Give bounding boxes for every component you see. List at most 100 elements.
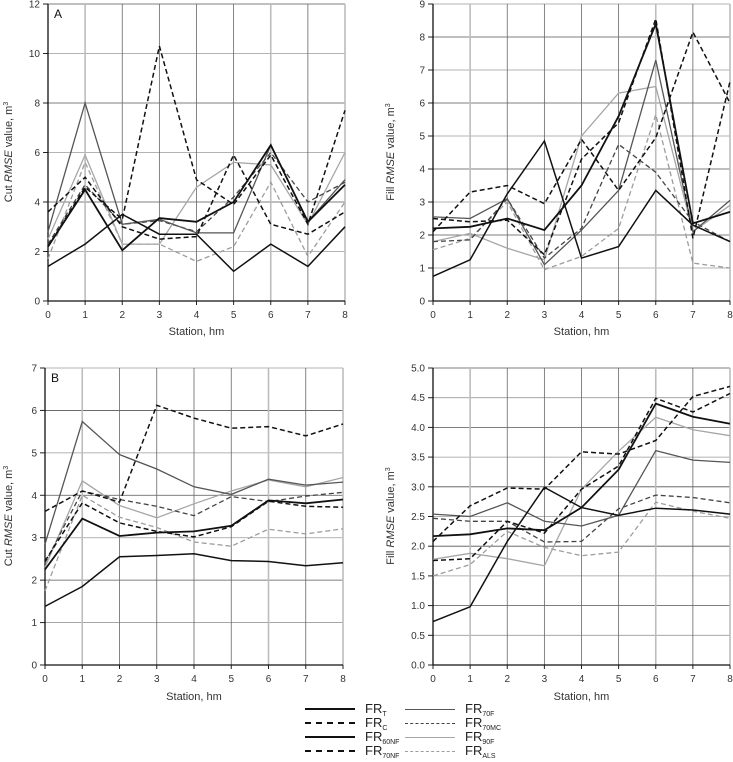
series-line-fr-90f [47, 152, 346, 245]
y-tick-label: 4 [31, 491, 37, 502]
y-tick-label: 0 [419, 297, 425, 308]
x-tick-label: 6 [653, 674, 659, 685]
legend-item-fr-60nf: FR60NF [305, 728, 400, 746]
y-tick-label: 0 [34, 297, 40, 308]
x-tick-label: 3 [157, 310, 163, 321]
x-tick-label: 6 [653, 310, 659, 321]
legend-label-fr-70mc: FR70MC [465, 714, 502, 732]
x-tick-label: 2 [117, 674, 123, 685]
x-tick-label: 1 [82, 310, 88, 321]
x-tick-label: 1 [467, 674, 473, 685]
x-tick-label: 8 [727, 674, 733, 685]
x-axis-label: Station, hm [554, 326, 610, 338]
series-line-fr-c [47, 153, 346, 240]
series-line-fr-als [47, 160, 346, 263]
legend-swatch-fr-t [305, 708, 355, 710]
legend-label-fr-t: FRT [365, 700, 387, 718]
x-tick-label: 5 [231, 310, 237, 321]
y-tick-label: 6 [31, 406, 37, 417]
series-line-fr-als [44, 494, 344, 592]
x-tick-label: 3 [542, 310, 548, 321]
y-tick-label: 6 [419, 99, 425, 110]
series-line-fr-90f [44, 476, 344, 568]
legend-item-fr-t: FRT [305, 700, 387, 718]
y-axis-label: Cut RMSE value, m3 [3, 466, 15, 567]
x-tick-label: 0 [430, 674, 436, 685]
legend-swatch-fr-60nf [305, 736, 355, 738]
y-tick-label: 9 [419, 0, 425, 11]
x-tick-label: 5 [616, 674, 622, 685]
x-tick-label: 8 [727, 310, 733, 321]
series-line-fr-als [432, 501, 731, 577]
y-tick-label: 2.0 [411, 542, 425, 553]
y-axis-label: Fill RMSE value, m3 [385, 103, 397, 201]
x-tick-label: 0 [42, 674, 48, 685]
legend: FRT FRC FR60NF FR70NF FR70F FR70MC FR90F… [305, 700, 595, 760]
y-tick-label: 3.5 [411, 453, 425, 464]
series-line-fr-70nf [432, 30, 731, 233]
x-tick-label: 7 [305, 310, 311, 321]
x-tick-label: 7 [690, 310, 696, 321]
series-line-fr-70mc [432, 494, 731, 543]
chart-panel-4: 0.0 0.5 1.0 1.5 2.0 2.5 3.0 3.5 4.0 4.5 5.0 0 1 2 3 4 5 6… [385, 364, 733, 704]
y-tick-label: 5 [419, 132, 425, 143]
legend-swatch-fr-c [305, 722, 355, 724]
y-tick-label: 3 [419, 198, 425, 209]
legend-label-fr-60nf: FR60NF [365, 728, 400, 746]
y-tick-label: 1 [31, 618, 37, 629]
y-tick-label: 0.0 [411, 661, 425, 672]
x-tick-label: 4 [194, 310, 200, 321]
x-tick-label: 2 [504, 310, 510, 321]
legend-item-fr-als: FRALS [405, 743, 496, 760]
y-tick-label: 4.5 [411, 393, 425, 404]
y-tick-label: 0 [31, 661, 37, 672]
y-tick-label: 5.0 [411, 364, 425, 375]
x-tick-label: 8 [340, 674, 346, 685]
y-tick-label: 12 [29, 0, 41, 11]
chart-panel-2: 0 1 2 3 4 5 6 7 8 9 0 1 2 3 4 5 6 7 8 Station, hm Fill RMSE … [385, 0, 733, 338]
y-tick-label: 3.0 [411, 482, 425, 493]
y-tick-label: 8 [419, 33, 425, 44]
x-tick-label: 2 [119, 310, 125, 321]
panel-letter: B [51, 371, 59, 385]
panel-letter: A [54, 7, 62, 21]
y-tick-label: 4 [34, 198, 40, 209]
y-tick-label: 3 [31, 533, 37, 544]
y-tick-label: 1.0 [411, 601, 425, 612]
y-tick-label: 0.5 [411, 631, 425, 642]
series-line-fr-70f [432, 59, 731, 266]
series-line-fr-60nf [44, 498, 344, 571]
series-line-fr-c [44, 500, 344, 562]
y-tick-label: 2 [419, 231, 425, 242]
y-tick-label: 8 [34, 99, 40, 110]
series-line-fr-70nf [47, 45, 346, 247]
legend-swatch-fr-90f [405, 736, 455, 738]
x-tick-label: 1 [467, 310, 473, 321]
legend-swatch-fr-als [405, 750, 455, 752]
x-tick-label: 4 [191, 674, 197, 685]
x-tick-label: 0 [430, 310, 436, 321]
series-line-fr-t [47, 213, 346, 273]
y-tick-label: 4.0 [411, 423, 425, 434]
chart-panel-3: 0 1 2 3 4 5 6 7 0 1 2 3 4 5 6 7 8 Station, hm Cut RMSE val… [3, 364, 346, 704]
legend-item-fr-70f: FR70F [405, 701, 494, 718]
x-tick-label: 6 [268, 310, 274, 321]
legend-label-fr-70nf: FR70NF [365, 742, 400, 760]
series-line-fr-c [432, 385, 731, 542]
legend-item-fr-70mc: FR70MC [405, 714, 502, 732]
x-tick-label: 6 [266, 674, 272, 685]
x-tick-label: 3 [542, 674, 548, 685]
x-tick-label: 5 [616, 310, 622, 321]
y-axis-label: Fill RMSE value, m3 [385, 467, 397, 565]
legend-item-fr-70nf: FR70NF [305, 742, 400, 760]
legend-label-fr-90f: FR90F [465, 728, 495, 746]
y-tick-label: 7 [31, 364, 37, 375]
x-tick-label: 1 [79, 674, 85, 685]
y-tick-label: 1 [419, 264, 425, 275]
y-tick-label: 2.5 [411, 512, 425, 523]
x-tick-label: 2 [504, 674, 510, 685]
legend-swatch-fr-70mc [405, 722, 455, 724]
legend-swatch-fr-70f [405, 708, 455, 710]
